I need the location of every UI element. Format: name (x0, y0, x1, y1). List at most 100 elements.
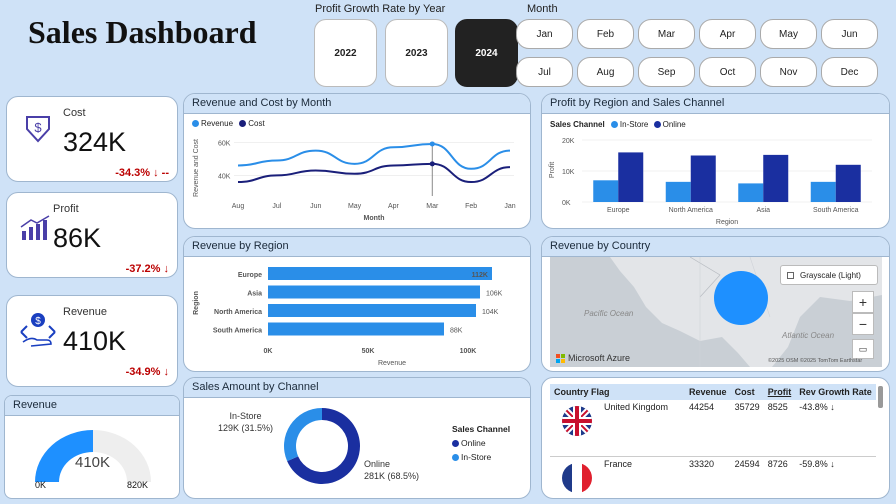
bar-online[interactable] (690, 155, 716, 203)
y-tick-label: 40K (218, 173, 231, 180)
map-style-icon (787, 271, 794, 279)
x-tick-label: Jan (504, 203, 515, 210)
data-label: 104K (482, 309, 499, 316)
cell-country: France (550, 456, 685, 497)
month-button-8[interactable]: Sep (638, 57, 695, 87)
gauge-title: Revenue (5, 396, 179, 416)
x-tick-label: Feb (465, 203, 477, 210)
month-button-5[interactable]: Jun (821, 19, 878, 49)
month-button-0[interactable]: Jan (516, 19, 573, 49)
profit-region-title: Profit by Region and Sales Channel (542, 94, 889, 114)
year-button-2[interactable]: 2024 (455, 19, 518, 87)
country-table-card: Country Flag Revenue Cost Profit Rev Gro… (541, 377, 890, 499)
y-axis-title: Profit (549, 162, 556, 178)
bar-online[interactable] (618, 152, 644, 202)
y-axis-title: Revenue and Cost (193, 139, 200, 197)
profit-region-channel-card: Profit by Region and Sales Channel Sales… (541, 93, 890, 229)
col-cost[interactable]: Cost (730, 384, 764, 400)
bar-online[interactable] (763, 154, 789, 202)
country-table: Country Flag Revenue Cost Profit Rev Gro… (550, 384, 876, 497)
bar-in-store[interactable] (810, 181, 836, 202)
year-button-0[interactable]: 2022 (314, 19, 377, 87)
growth-chart-icon (20, 215, 50, 240)
map-style-label: Grayscale (Light) (800, 270, 861, 280)
bar-region[interactable] (268, 304, 476, 317)
x-tick-label: 100K (460, 348, 477, 355)
x-tick-label: Apr (388, 203, 400, 210)
x-axis-title: Month (364, 215, 385, 222)
year-slicer-label: Profit Growth Rate by Year (315, 3, 446, 15)
legend-cost: Cost (248, 119, 265, 128)
month-button-3[interactable]: Apr (699, 19, 756, 49)
profit-region-legend: Sales Channel In-Store Online (550, 120, 686, 129)
x-tick-label: Jul (272, 203, 281, 210)
month-button-9[interactable]: Oct (699, 57, 756, 87)
zoom-out-button[interactable]: − (852, 313, 874, 335)
data-point[interactable] (429, 161, 435, 167)
bar-region[interactable] (268, 322, 444, 336)
kpi-profit-delta: -37.2% ↓ (125, 263, 169, 275)
revenue-cost-line-chart: 60K 40K Aug Jul Jun May Apr Mar Feb Jan Month Reven… (193, 139, 516, 222)
x-tick-label: 0K (264, 348, 273, 355)
country-name: United Kingdom (604, 402, 669, 412)
donut-slice-online[interactable] (287, 408, 360, 484)
kpi-card-cost: $ Cost 324K -34.3% ↓ -- (6, 96, 178, 182)
instore-name: In-Store (229, 411, 262, 421)
table-scrollbar[interactable] (878, 386, 883, 408)
x-tick-label: Jun (310, 203, 321, 210)
instore-detail: 129K (31.5%) (218, 423, 274, 433)
month-button-11[interactable]: Dec (821, 57, 878, 87)
kpi-card-revenue: $ Revenue 410K -34.9% ↓ (6, 295, 178, 387)
bar-online[interactable] (835, 164, 861, 202)
sales-channel-card: Sales Amount by Channel In-Store 129K (3… (183, 377, 531, 499)
gauge-fill (35, 430, 93, 482)
kpi-cost-label: Cost (63, 107, 86, 119)
bar-in-store[interactable] (593, 180, 619, 202)
month-button-7[interactable]: Aug (577, 57, 634, 87)
col-revenue[interactable]: Revenue (685, 384, 731, 400)
revenue-cost-month-card: Revenue and Cost by Month Revenue Cost 6… (183, 93, 531, 229)
map-area[interactable]: Pacific Ocean Atlantic Ocean Grayscale (… (550, 257, 882, 367)
cell-profit: 8726 (767, 458, 788, 469)
microsoft-logo-icon (556, 353, 565, 363)
bar-region[interactable] (268, 285, 480, 299)
zoom-in-button[interactable]: + (852, 291, 874, 313)
bar-in-store[interactable] (738, 183, 764, 202)
col-country-flag[interactable]: Country Flag (550, 384, 685, 400)
x-tick-label: South America (813, 207, 859, 214)
legend-revenue: Revenue (201, 119, 234, 128)
data-point[interactable] (429, 141, 435, 147)
month-button-1[interactable]: Feb (577, 19, 634, 49)
country-table-wrap: Country Flag Revenue Cost Profit Rev Gro… (550, 384, 876, 497)
donut-slice-in-store[interactable] (284, 408, 322, 462)
donut-legend-title: Sales Channel (452, 424, 511, 434)
sales-channel-donut (284, 408, 360, 484)
map-style-button[interactable]: ▭ (852, 339, 874, 359)
col-profit[interactable]: Profit (763, 384, 796, 400)
data-label: 112K (472, 272, 488, 279)
map-bubble-us[interactable] (714, 271, 768, 325)
online-detail: 281K (68.5%) (364, 471, 420, 481)
table-row[interactable]: France 33320 24594 8726 -59.8% ↓ (550, 456, 876, 497)
page-title: Sales Dashboard (28, 14, 257, 50)
month-button-6[interactable]: Jul (516, 57, 573, 87)
revenue-country-map-card: Revenue by Country Pacific Ocean Atlanti… (541, 236, 890, 372)
x-tick-label: Europe (607, 207, 630, 214)
y-axis-title: Region (193, 291, 200, 315)
bar-region[interactable] (268, 267, 492, 280)
bar-in-store[interactable] (665, 181, 691, 202)
table-row[interactable]: United Kingdom 44254 35729 8525 -43.8% ↓ (550, 400, 876, 456)
map-style-picker[interactable]: Grayscale (Light) (780, 265, 878, 285)
month-button-2[interactable]: Mar (638, 19, 695, 49)
month-button-4[interactable]: May (760, 19, 817, 49)
col-growth[interactable]: Rev Growth Rate (795, 384, 876, 400)
x-tick-label: Asia (756, 207, 770, 214)
cell-growth: -43.8% ↓ (799, 402, 835, 412)
profit-legend-title: Sales Channel (550, 120, 605, 129)
revenue-gauge-card: Revenue 410K 0K 820K (4, 395, 180, 499)
year-button-1[interactable]: 2023 (385, 19, 448, 87)
month-button-10[interactable]: Nov (760, 57, 817, 87)
data-label: 106K (486, 291, 503, 298)
map-provider: Microsoft Azure (568, 353, 631, 363)
revenue-cost-title: Revenue and Cost by Month (184, 94, 530, 114)
